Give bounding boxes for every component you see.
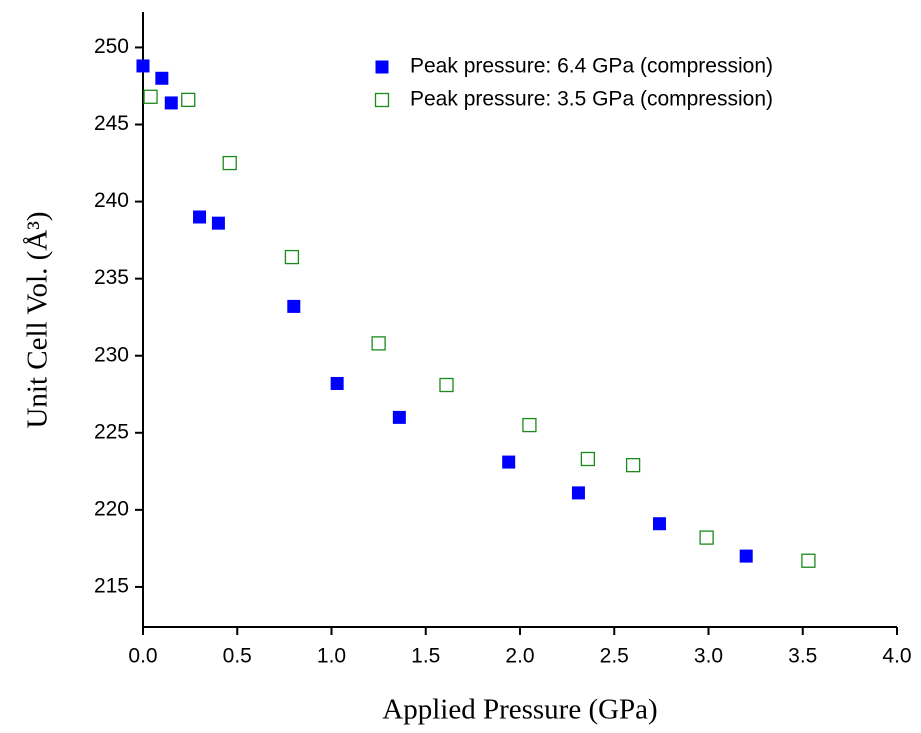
x-axis-label: Applied Pressure (GPa) — [382, 694, 657, 726]
y-tick-label: 220 — [94, 497, 129, 520]
point — [439, 377, 454, 393]
x-tick-label: 4.0 — [882, 645, 911, 668]
x-tick-label: 2.0 — [505, 645, 534, 668]
y-tick-label: 230 — [94, 343, 129, 366]
point — [699, 530, 714, 545]
point — [181, 92, 196, 108]
y-tick-label: 225 — [94, 420, 129, 443]
point — [211, 216, 225, 230]
legend-label: Peak pressure: 6.4 GPa (compression) — [410, 55, 773, 78]
x-tick-label: 0.5 — [223, 645, 252, 668]
point — [164, 96, 178, 110]
point — [222, 155, 237, 171]
legend-marker — [375, 60, 389, 74]
point — [580, 451, 596, 467]
y-tick-label: 215 — [94, 574, 129, 597]
point — [330, 376, 344, 390]
x-tick-label: 0.0 — [128, 645, 157, 668]
point — [625, 458, 641, 473]
point — [193, 210, 207, 224]
y-tick-label: 245 — [94, 112, 129, 135]
point — [739, 549, 753, 563]
point — [571, 486, 585, 500]
x-tick-label: 3.0 — [694, 645, 723, 668]
point — [392, 410, 406, 424]
point — [652, 517, 666, 531]
point — [502, 455, 516, 469]
y-axis-label: Unit Cell Vol. (Å³) — [22, 211, 54, 428]
x-tick-label: 1.0 — [317, 645, 346, 668]
point — [136, 59, 150, 73]
x-tick-label: 1.5 — [411, 645, 440, 668]
point — [284, 249, 300, 265]
legend-label: Peak pressure: 3.5 GPa (compression) — [410, 88, 773, 111]
y-tick-label: 235 — [94, 266, 129, 289]
point — [371, 336, 386, 351]
legend-marker — [374, 92, 390, 108]
point — [143, 89, 158, 104]
x-tick-label: 2.5 — [600, 645, 629, 668]
point — [155, 71, 169, 85]
y-tick-label: 240 — [94, 189, 129, 212]
y-tick-label: 250 — [94, 35, 129, 58]
point — [522, 417, 537, 433]
point — [287, 299, 301, 313]
point — [801, 553, 816, 568]
x-tick-label: 3.5 — [788, 645, 817, 668]
